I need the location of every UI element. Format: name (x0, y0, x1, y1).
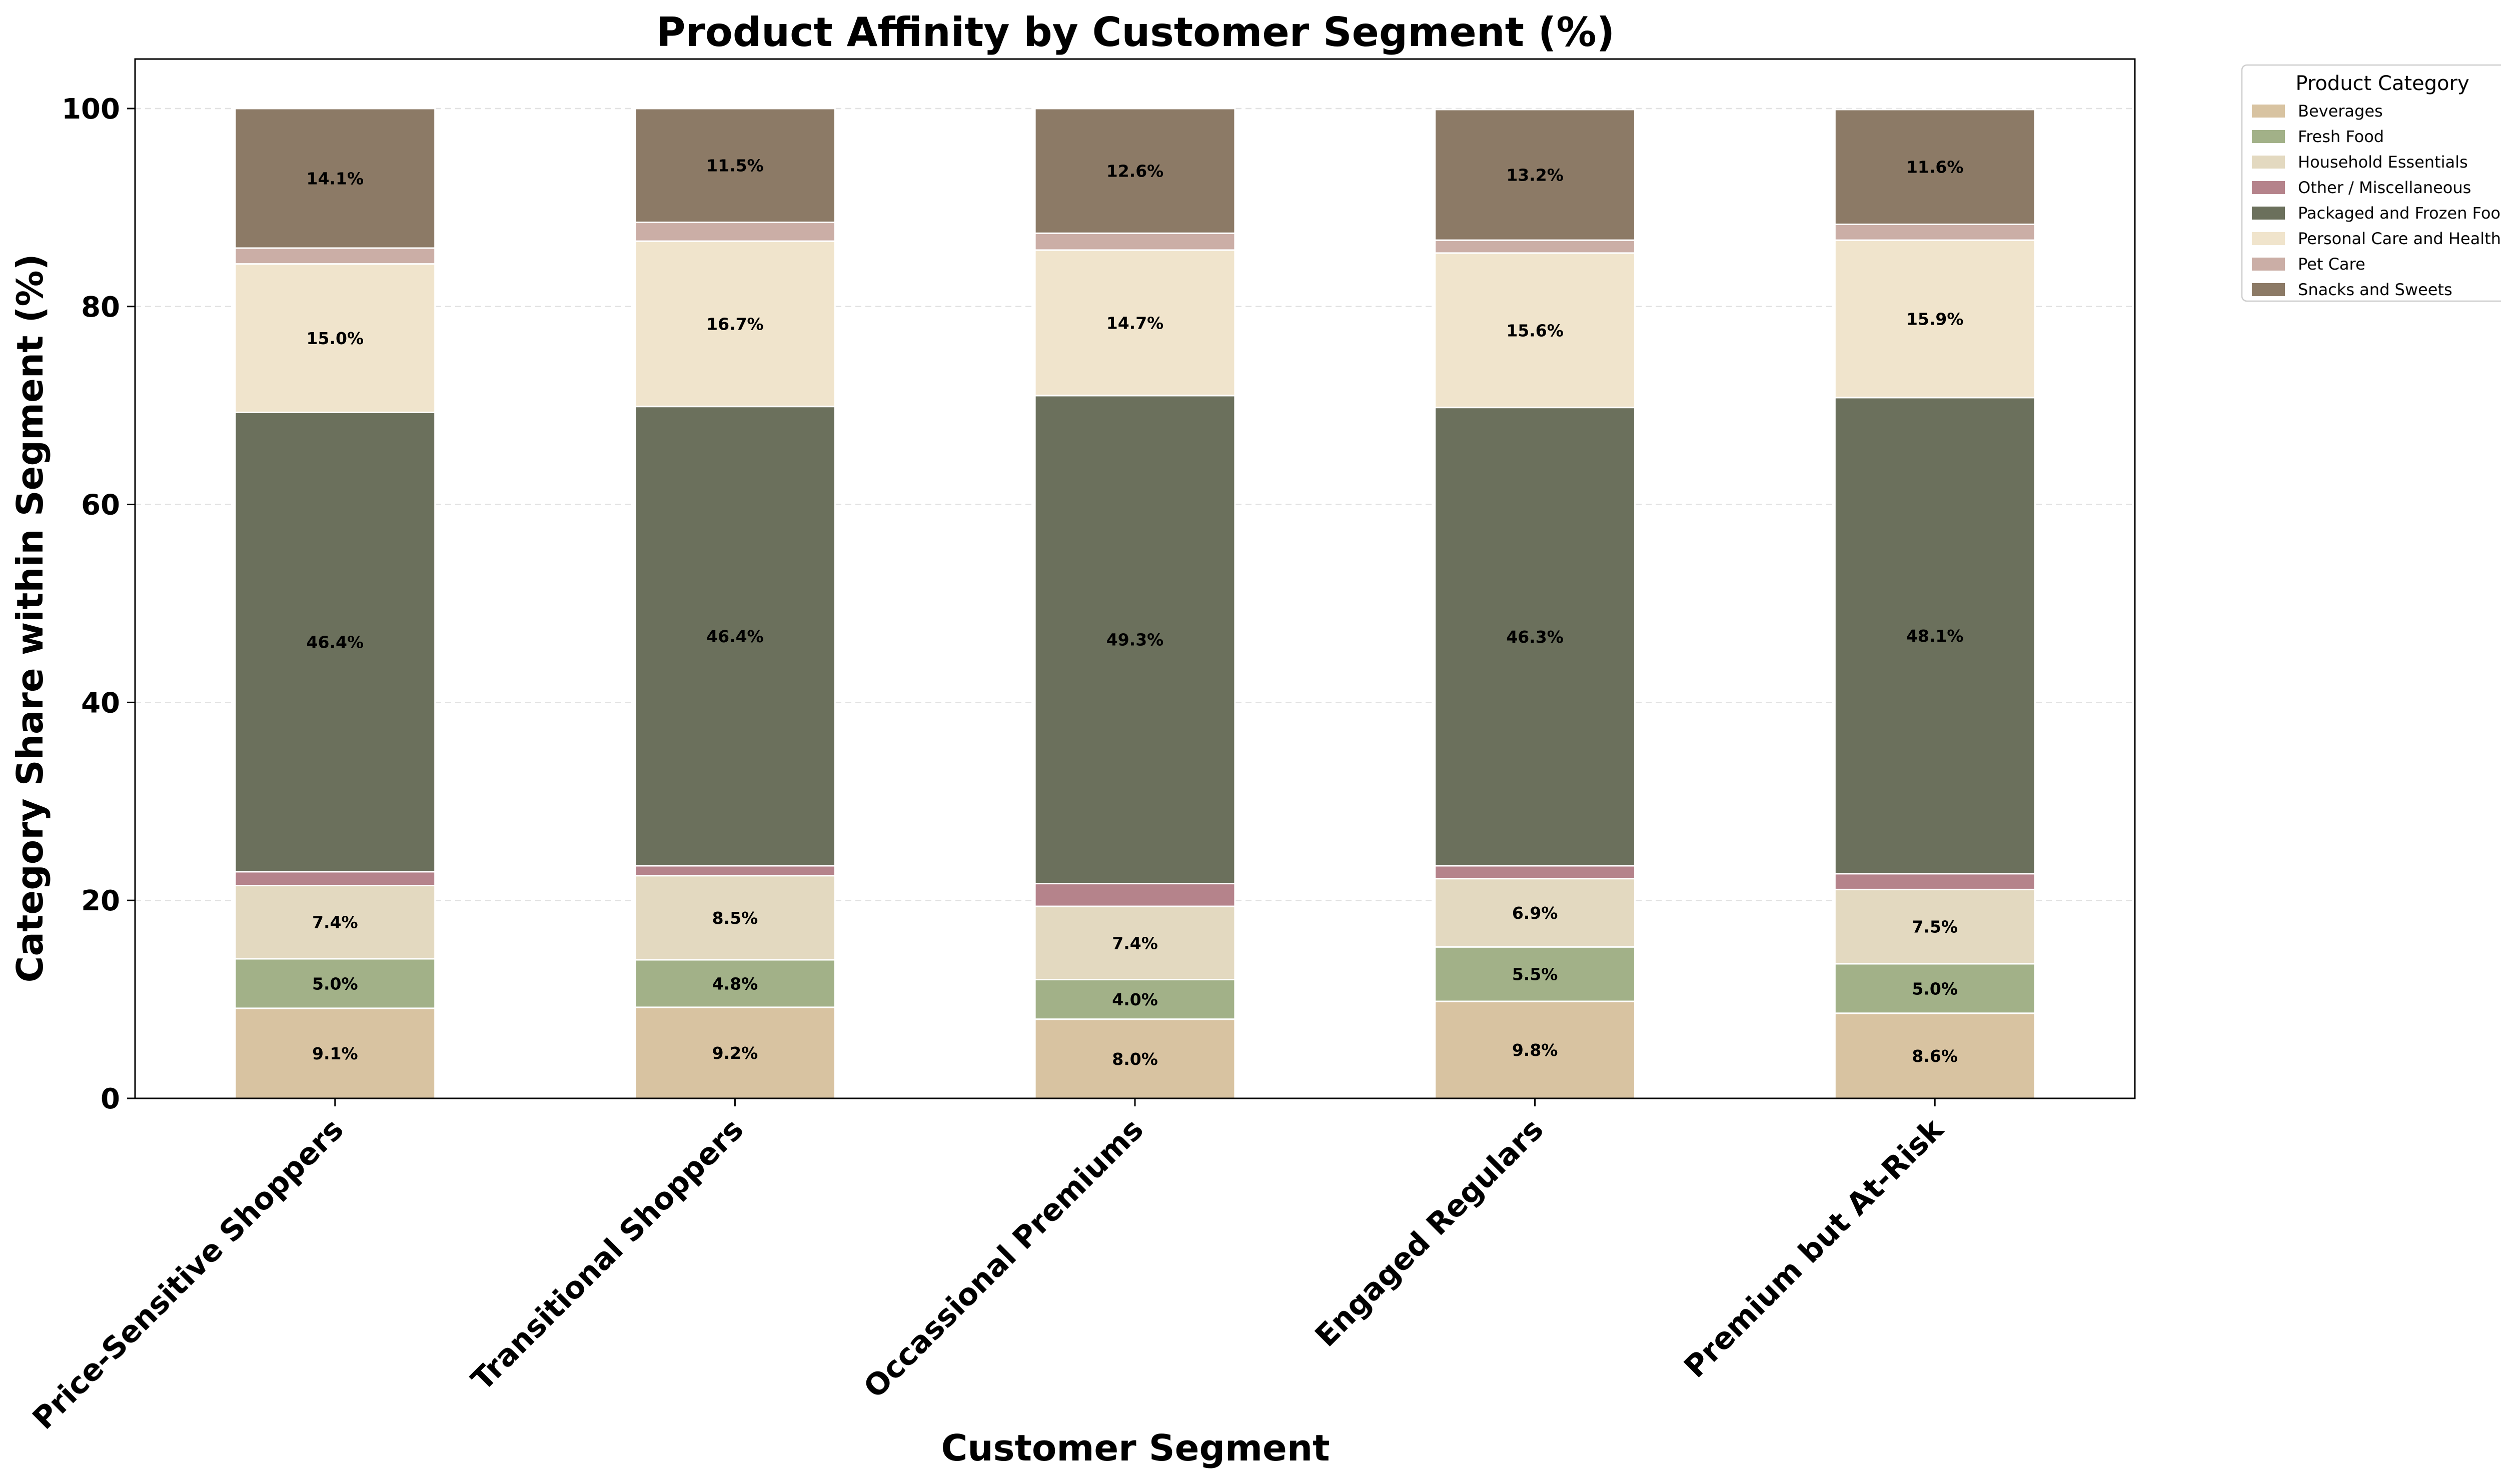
legend-swatch (2252, 130, 2285, 143)
bar-data-label: 4.8% (712, 974, 758, 993)
bar-segment (634, 875, 836, 961)
bar-data-label: 9.8% (1512, 1040, 1558, 1060)
legend-box (2241, 64, 2501, 302)
bar-segment (1834, 224, 2036, 241)
bar-segment (1834, 239, 2036, 399)
bar-data-label: 46.4% (706, 627, 764, 646)
legend-entry-label: Packaged and Frozen Food (2298, 204, 2501, 223)
bar-segment (1034, 108, 1236, 234)
bar-segment (1434, 878, 1636, 948)
bar-segment (634, 240, 836, 408)
bar-data-label: 12.6% (1106, 162, 1164, 181)
bar-data-label: 46.4% (307, 633, 364, 652)
y-tick-label: 20 (81, 885, 120, 917)
bar-segment (1834, 397, 2036, 875)
legend-entry-label: Pet Care (2298, 255, 2365, 274)
y-tick-label: 60 (81, 489, 120, 522)
bar-segment (634, 406, 836, 867)
bar-segment (1834, 109, 2036, 226)
bar-segment (1434, 407, 1636, 867)
y-axis: 0 20 40 60 80 100 (62, 93, 135, 1115)
bar-segment (234, 247, 436, 265)
bar-data-label: 5.5% (1512, 965, 1558, 984)
legend-entry-label: Personal Care and Health (2298, 229, 2501, 248)
bar-segment (1434, 1000, 1636, 1099)
data-labels: 9.1% 5.0% 7.4% 46.4% 15.0% 14.1% 9.2% 4.8% 8.5% 4… (307, 156, 1964, 1069)
legend-entry-label: Beverages (2298, 102, 2383, 121)
legend-entry-label: Snacks and Sweets (2298, 280, 2452, 299)
y-tick-label: 0 (101, 1083, 120, 1115)
legend-swatch (2252, 283, 2285, 296)
bar-segment (1434, 865, 1636, 880)
legend-swatch (2252, 258, 2285, 271)
bar-segment (1034, 979, 1236, 1020)
bar-segment (1834, 888, 2036, 965)
bar-segment (1434, 239, 1636, 254)
legend-entry-label: Other / Miscellaneous (2298, 178, 2471, 197)
bars (234, 108, 2036, 1099)
bar-data-label: 9.2% (712, 1043, 758, 1063)
bar-data-label: 8.5% (712, 908, 758, 928)
bar-data-label: 15.9% (1906, 310, 1964, 329)
y-tick-label: 80 (81, 291, 120, 324)
bar-segment (634, 865, 836, 877)
bar-segment (1434, 109, 1636, 241)
bar-data-label: 11.5% (706, 156, 764, 176)
bar-data-label: 14.7% (1106, 313, 1164, 333)
bar-segment (1034, 1018, 1236, 1099)
bar-data-label: 7.4% (1112, 933, 1158, 953)
bar-segment (234, 412, 436, 873)
legend-swatch (2252, 156, 2285, 169)
bar-data-label: 8.6% (1912, 1046, 1958, 1066)
bar-segment (234, 871, 436, 887)
y-axis-label: Category Share within Segment (%) (9, 254, 51, 983)
bar-data-label: 5.0% (1912, 979, 1958, 998)
x-axis-label: Customer Segment (941, 1427, 1330, 1469)
bar-segment (234, 108, 436, 249)
legend-entry-label: Household Essentials (2298, 153, 2468, 172)
bar-segment (634, 108, 836, 224)
legend-title: Product Category (2295, 72, 2469, 95)
bar-data-label: 15.6% (1506, 321, 1564, 340)
bar-segment (1034, 883, 1236, 907)
legend-swatch (2252, 105, 2285, 118)
bar-data-label: 7.5% (1912, 917, 1958, 937)
bar-segment (634, 959, 836, 1008)
bar-data-label: 49.3% (1106, 630, 1164, 650)
legend-swatch (2252, 181, 2285, 194)
bar-data-label: 16.7% (706, 314, 764, 334)
bar-data-label: 6.9% (1512, 903, 1558, 923)
legend-swatch (2252, 207, 2285, 220)
bar-segment (234, 263, 436, 414)
bar-data-label: 4.0% (1112, 990, 1158, 1009)
chart-title: Product Affinity by Customer Segment (%) (656, 9, 1615, 56)
bar-segment (634, 222, 836, 242)
bar-data-label: 11.6% (1906, 158, 1964, 177)
bar-data-label: 5.0% (312, 974, 358, 993)
bar-data-label: 8.0% (1112, 1049, 1158, 1069)
legend-swatch (2252, 232, 2285, 245)
bar-data-label: 15.0% (307, 329, 364, 348)
y-tick-label: 40 (81, 687, 120, 719)
bar-data-label: 7.4% (312, 913, 358, 932)
bar-segment (1434, 252, 1636, 409)
bar-data-label: 9.1% (312, 1044, 358, 1063)
bar-segment (234, 885, 436, 960)
bar-data-label: 46.3% (1506, 627, 1564, 647)
bar-segment (234, 958, 436, 1009)
bar-segment (1434, 946, 1636, 1002)
bar-data-label: 14.1% (307, 169, 364, 188)
bar-segment (1834, 873, 2036, 890)
bar-segment (1034, 232, 1236, 251)
y-tick-label: 100 (62, 93, 120, 126)
bar-data-label: 13.2% (1506, 166, 1564, 185)
bar-data-label: 48.1% (1906, 626, 1964, 646)
legend: Product Category Beverages Fresh Food Hous… (2241, 64, 2501, 302)
legend-entry-label: Fresh Food (2298, 127, 2384, 146)
bar-segment (1034, 249, 1236, 397)
bar-segment (1034, 395, 1236, 885)
